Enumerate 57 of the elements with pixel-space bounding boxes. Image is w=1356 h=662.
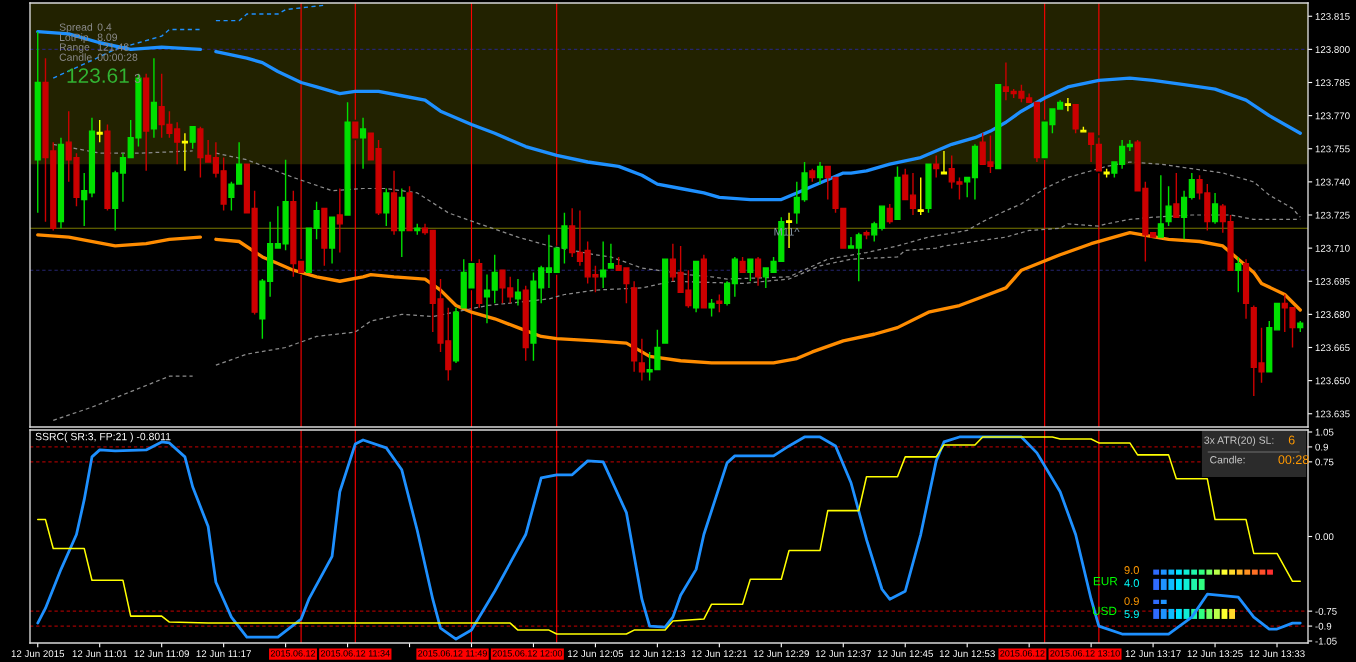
x-tick-label: 12 Jun 11:01: [72, 650, 127, 658]
x-tick-label: 12 Jun 12:29: [753, 650, 809, 658]
ref-line-label: 2015.06.12: [1000, 650, 1045, 657]
annotation: 9.0: [1124, 566, 1139, 574]
annotation: 00:28: [1278, 455, 1309, 465]
y-tick-label: 123.635: [1315, 410, 1350, 418]
annotation: Candle:: [1210, 455, 1245, 464]
annotation: 0.4: [97, 23, 112, 31]
x-tick-label: 12 Jun 2015: [11, 650, 65, 658]
annotation: 121.48: [98, 43, 129, 51]
y-tick-label: 123.710: [1315, 244, 1350, 252]
y-tick-label: -0.9: [1315, 622, 1332, 630]
x-tick-label: 12 Jun 12:05: [568, 650, 624, 658]
y-tick-label: -0.75: [1315, 607, 1337, 615]
chart-title: SSRC( SR:3, FP:21 ) -0.8011: [35, 432, 171, 443]
x-tick-label: 12 Jun 13:25: [1187, 650, 1243, 658]
annotation: 5.9: [1124, 610, 1139, 619]
annotation: 0.9: [1124, 597, 1139, 606]
x-tick-label: 12 Jun 11:09: [134, 650, 189, 658]
y-tick-label: 123.785: [1315, 79, 1350, 87]
ref-line-label: 2015.06.12 13:10: [1050, 650, 1120, 657]
x-tick-label: 12 Jun 11:17: [196, 650, 251, 658]
x-tick-label: 12 Jun 12:21: [691, 650, 747, 658]
y-tick-label: 123.770: [1315, 112, 1350, 120]
x-tick-label: 12 Jun 12:45: [877, 650, 933, 658]
ref-line-label: 2015.06.12 11:34: [320, 650, 390, 657]
ref-line-label: 2015.06.12: [270, 650, 316, 657]
annotation: 123.61: [67, 68, 129, 83]
x-tick-label: 12 Jun 12:13: [630, 650, 686, 658]
y-tick-label: 0.9: [1315, 443, 1328, 451]
x-tick-label: 12 Jun 13:17: [1125, 650, 1181, 658]
annotation: Spread: [59, 23, 93, 33]
y-tick-label: 123.680: [1315, 311, 1350, 318]
annotation: Range: [59, 43, 90, 53]
annotation: 4.0: [1124, 579, 1139, 587]
y-tick-label: 123.815: [1315, 12, 1350, 20]
y-tick-label: 123.800: [1315, 46, 1350, 53]
y-tick-label: 123.665: [1315, 344, 1350, 352]
y-tick-label: 0.75: [1315, 458, 1334, 466]
y-tick-label: 1.05: [1315, 428, 1334, 436]
annotation: 00:00:28: [97, 53, 138, 61]
annotation: 3x ATR(20) SL:: [1204, 436, 1274, 446]
y-tick-label: 123.755: [1315, 145, 1350, 153]
y-tick-label: 123.725: [1315, 211, 1350, 219]
annotation: 8.09: [97, 33, 117, 41]
y-tick-label: 123.695: [1315, 277, 1350, 285]
ref-line-label: 2015.06.12 12:00: [492, 650, 563, 657]
y-tick-label: -1.05: [1315, 637, 1337, 645]
x-tick-label: 12 Jun 12:37: [815, 650, 871, 658]
annotation: 6: [1288, 435, 1295, 445]
y-tick-label: 123.740: [1315, 178, 1350, 186]
y-tick-label: 0.00: [1315, 533, 1334, 541]
ref-line-label: 2015.06.12 11:49: [418, 650, 487, 657]
y-tick-label: 123.650: [1315, 377, 1350, 385]
annotation: Candle: [59, 53, 92, 61]
x-tick-label: 12 Jun 13:33: [1249, 650, 1305, 658]
x-tick-label: 12 Jun 12:53: [939, 650, 995, 658]
